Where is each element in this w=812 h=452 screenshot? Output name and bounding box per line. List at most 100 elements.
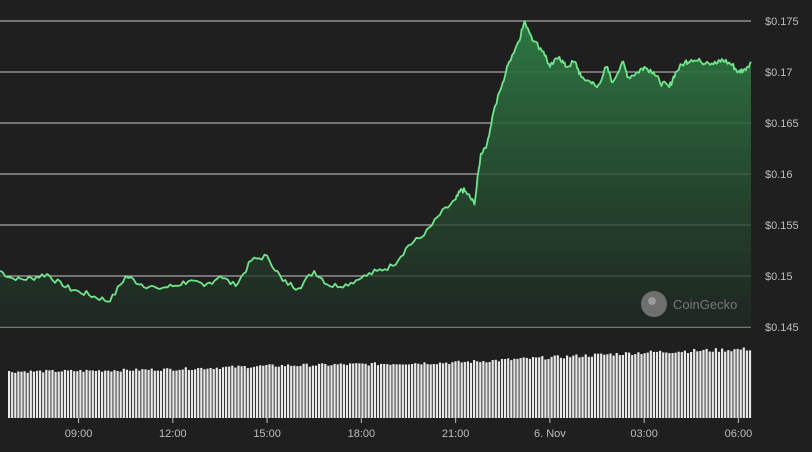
volume-bar [634,354,637,418]
volume-bar [190,370,194,418]
volume-bar [476,361,479,418]
volume-bar [466,361,469,418]
volume-bar [39,370,42,418]
volume-bar [395,364,398,418]
volume-bar [215,367,218,418]
volume-bar [156,370,159,418]
volume-bar [163,368,166,418]
volume-bar [556,355,559,418]
volume-bar [398,364,401,418]
volume-bar [324,364,327,418]
volume-bar [479,362,482,418]
volume-bar [296,366,299,418]
volume-bar [299,365,302,418]
y-tick-label: $0.145 [765,322,799,334]
volume-bar [203,369,206,418]
y-axis: $0.175 $0.17 $0.165 $0.16 $0.155 $0.15 $0.145 [765,16,799,334]
volume-bar [367,365,370,418]
volume-bar [748,350,752,418]
volume-bar [166,368,169,418]
volume-bar [485,362,488,418]
volume-bar [104,370,107,418]
volume-bar [212,369,215,418]
price-line [0,20,752,303]
volume-bar [717,351,721,418]
volume-bar [559,357,562,418]
volume-bar [516,358,519,418]
volume-bar [454,361,457,418]
volume-bar [51,369,54,418]
volume-bar [342,364,345,418]
volume-bar [336,364,339,418]
volume-bar [593,353,597,418]
volume-bar [11,372,14,418]
volume-bar [730,351,733,418]
volume-bar [724,351,727,418]
volume-bar [116,371,119,418]
volume-bar [76,371,79,418]
volume-bar [35,370,39,418]
volume-bar [631,355,634,418]
volume-bar [708,351,711,418]
volume-bar [184,367,187,418]
volume-bar [249,367,252,418]
volume-bar [358,363,361,418]
volume-bar [609,353,612,418]
volume-bar [218,369,221,418]
volume-bar [45,369,48,418]
volume-bar [23,371,26,418]
volume-bar [147,369,150,418]
volume-bar [448,364,451,418]
volume-bar [659,350,662,418]
volume-bar [48,370,51,418]
volume-bar [488,362,491,418]
x-axis: 09:00 12:00 15:00 18:00 21:00 6. Nov 03:00 06:0… [65,418,752,440]
volume-bar [383,364,386,418]
volume-bar [420,364,423,418]
volume-bar [132,370,135,418]
volume-bar [125,369,128,418]
volume-bar [510,360,513,418]
volume-bar [153,370,156,418]
volume-bar [256,366,259,418]
volume-bar [20,371,23,418]
volume-bar [85,369,88,418]
volume-bar [513,358,516,418]
volume-bar [94,371,97,418]
volume-bar [407,364,411,418]
volume-bar [612,355,615,418]
area-layer [0,21,751,327]
volume-bar [463,362,466,418]
volume-bar [544,359,547,418]
line-layer [0,20,752,303]
volume-bar [429,364,432,418]
volume-bar [432,364,435,418]
volume-bar [711,351,714,418]
volume-bar [674,352,677,418]
volume-bar [178,369,181,418]
volume-bar [721,348,724,418]
volume-bar [361,363,364,418]
volume-bar [79,370,82,418]
volume-bar [240,366,243,418]
volume-bar [389,364,392,418]
volume-bar [624,352,628,418]
volume-bar [600,353,603,418]
volume-bar [392,364,395,418]
volume-bar [314,365,318,418]
volume-bar [321,363,324,418]
volume-bar [122,368,125,418]
coingecko-watermark: CoinGecko [641,291,737,317]
volume-bar [550,356,553,418]
volume-bar [373,362,376,418]
volume-bar [113,370,116,418]
volume-bar [82,371,85,418]
volume-bar [246,368,249,418]
volume-bar [736,348,739,418]
volume-bar [42,372,45,418]
volume-bar [500,359,504,418]
volume-bar [181,369,184,418]
volume-bar [569,357,572,418]
volume-bar [401,364,404,418]
